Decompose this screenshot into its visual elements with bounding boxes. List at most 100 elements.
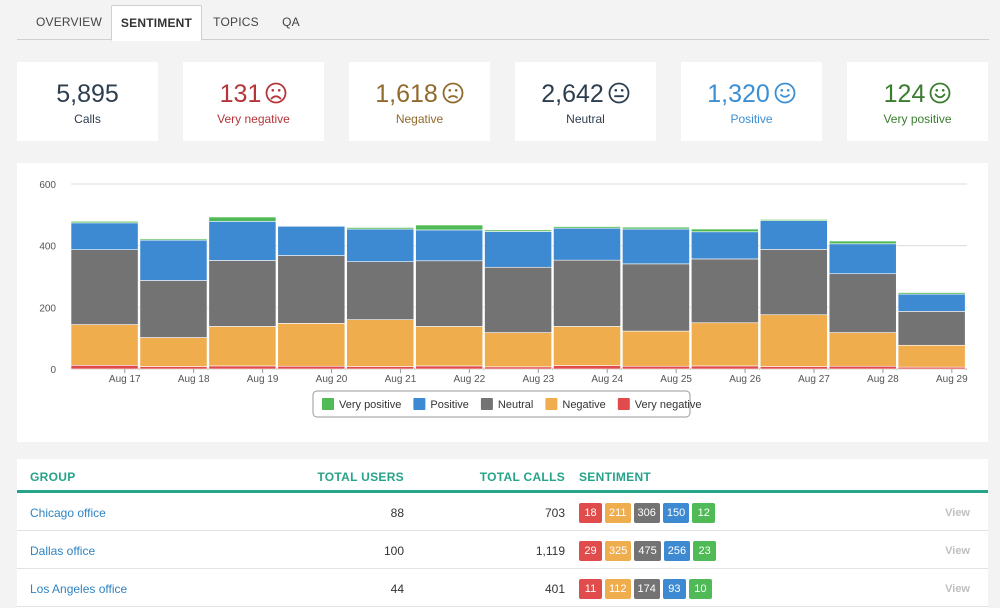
bar-segment-neutral[interactable] bbox=[70, 249, 139, 325]
bar-segment-very-positive[interactable] bbox=[897, 292, 966, 295]
bar-segment-very-negative[interactable] bbox=[691, 365, 759, 370]
bar-segment-very-negative[interactable] bbox=[553, 365, 621, 370]
bar-segment-very-positive[interactable] bbox=[759, 219, 828, 221]
x-tick-label: Aug 18 bbox=[178, 374, 210, 385]
group-link[interactable]: Chicago office bbox=[30, 506, 106, 520]
view-link[interactable]: View bbox=[945, 583, 970, 595]
bar-segment-very-negative[interactable] bbox=[415, 365, 484, 370]
bar-segment-positive[interactable] bbox=[139, 239, 208, 281]
bar-segment-neutral[interactable] bbox=[139, 280, 208, 338]
legend-swatch[interactable] bbox=[322, 398, 334, 410]
bar-segment-very-negative[interactable] bbox=[70, 365, 139, 370]
tab-topics[interactable]: TOPICS bbox=[213, 15, 259, 29]
bar-segment-very-negative[interactable] bbox=[208, 365, 277, 370]
bar-segment-positive[interactable] bbox=[622, 228, 690, 265]
legend-swatch[interactable] bbox=[413, 398, 426, 410]
bar-segment-very-positive[interactable] bbox=[70, 221, 139, 224]
bar-segment-very-negative[interactable] bbox=[759, 366, 828, 370]
bar-segment-negative[interactable] bbox=[828, 332, 897, 367]
very-sad-icon bbox=[265, 81, 287, 111]
bar-segment-very-negative[interactable] bbox=[828, 365, 897, 370]
bar-segment-very-positive[interactable] bbox=[484, 229, 552, 232]
total-calls-cell: 1,119 bbox=[535, 544, 565, 558]
bar-segment-negative[interactable] bbox=[70, 324, 139, 366]
bar-segment-very-positive[interactable] bbox=[828, 240, 897, 245]
legend-swatch[interactable] bbox=[545, 398, 558, 410]
bar-segment-neutral[interactable] bbox=[484, 266, 552, 333]
sentiment-badges: 11 112 174 93 10 bbox=[579, 579, 715, 599]
bar-segment-neutral[interactable] bbox=[759, 249, 828, 316]
legend-swatch[interactable] bbox=[480, 398, 493, 410]
bar-segment-very-positive[interactable] bbox=[208, 216, 277, 222]
bar-segment-neutral[interactable] bbox=[277, 255, 346, 324]
header-total-users[interactable]: TOTAL USERS bbox=[317, 470, 404, 484]
bar-segment-very-positive[interactable] bbox=[139, 238, 208, 241]
x-tick-label: Aug 25 bbox=[660, 374, 692, 385]
bar-segment-very-negative[interactable] bbox=[484, 366, 552, 370]
legend-item-positive[interactable]: Positive bbox=[430, 399, 469, 411]
group-link[interactable]: Los Angeles office bbox=[30, 582, 128, 596]
legend-item-negative[interactable]: Negative bbox=[562, 399, 605, 411]
tab-overview[interactable]: OVERVIEW bbox=[35, 15, 103, 29]
view-link[interactable]: View bbox=[945, 545, 970, 557]
bar-segment-positive[interactable] bbox=[897, 293, 966, 312]
bar-segment-negative[interactable] bbox=[139, 337, 208, 367]
bar-segment-negative[interactable] bbox=[208, 326, 277, 367]
legend-item-neutral[interactable]: Neutral bbox=[498, 399, 533, 411]
bar-segment-neutral[interactable] bbox=[622, 263, 690, 332]
bar-segment-positive[interactable] bbox=[277, 225, 346, 256]
bar-segment-very-positive[interactable] bbox=[346, 227, 415, 230]
bar-segment-neutral[interactable] bbox=[208, 260, 277, 327]
bar-segment-neutral[interactable] bbox=[828, 273, 897, 333]
bar-segment-negative[interactable] bbox=[691, 322, 759, 367]
bar-segment-very-negative[interactable] bbox=[622, 365, 690, 370]
bar-segment-positive[interactable] bbox=[553, 227, 621, 261]
stat-label: Positive bbox=[730, 112, 773, 126]
bar-segment-negative[interactable] bbox=[553, 326, 621, 366]
chart-legend bbox=[312, 390, 691, 418]
x-tick-label: Aug 28 bbox=[867, 374, 899, 385]
bar-segment-negative[interactable] bbox=[346, 319, 415, 367]
bar-segment-negative[interactable] bbox=[622, 330, 690, 367]
header-total-calls[interactable]: TOTAL CALLS bbox=[479, 470, 565, 484]
bar-segment-negative[interactable] bbox=[415, 326, 484, 367]
legend-swatch[interactable] bbox=[617, 398, 630, 410]
bar-segment-positive[interactable] bbox=[415, 229, 484, 262]
group-link[interactable]: Dallas office bbox=[30, 544, 96, 558]
bar-segment-neutral[interactable] bbox=[897, 311, 966, 346]
bar-segment-neutral[interactable] bbox=[691, 258, 759, 324]
tab-qa[interactable]: QA bbox=[282, 15, 300, 29]
positive-badge: 256 bbox=[663, 541, 691, 561]
bar-segment-negative[interactable] bbox=[277, 323, 346, 367]
tab-sentiment[interactable]: SENTIMENT bbox=[111, 5, 202, 41]
bar-segment-very-positive[interactable] bbox=[691, 228, 759, 233]
view-link[interactable]: View bbox=[945, 507, 970, 519]
bar-segment-very-negative[interactable] bbox=[346, 366, 415, 370]
bar-segment-positive[interactable] bbox=[70, 222, 139, 250]
legend-item-very-negative[interactable]: Very negative bbox=[635, 399, 702, 411]
bar-segment-positive[interactable] bbox=[484, 231, 552, 268]
bar-segment-positive[interactable] bbox=[759, 220, 828, 250]
bar-segment-very-positive[interactable] bbox=[415, 224, 484, 231]
very-negative-badge: 29 bbox=[579, 541, 602, 561]
bar-segment-negative[interactable] bbox=[759, 314, 828, 367]
bar-segment-neutral[interactable] bbox=[346, 261, 415, 320]
bar-segment-very-positive[interactable] bbox=[553, 226, 621, 229]
bar-segment-neutral[interactable] bbox=[553, 259, 621, 327]
bar-segment-negative[interactable] bbox=[897, 344, 966, 368]
legend-item-very-positive[interactable]: Very positive bbox=[339, 399, 401, 411]
header-group[interactable]: GROUP bbox=[30, 470, 76, 484]
bar-segment-neutral[interactable] bbox=[415, 260, 484, 327]
bar-segment-negative[interactable] bbox=[484, 332, 552, 368]
bar-segment-positive[interactable] bbox=[691, 231, 759, 260]
very-positive-badge: 10 bbox=[688, 579, 712, 599]
bar-segment-positive[interactable] bbox=[208, 221, 277, 261]
bar-segment-positive[interactable] bbox=[346, 228, 415, 263]
bar-segment-very-negative[interactable] bbox=[277, 365, 346, 370]
stat-value: 1,320 bbox=[707, 80, 770, 108]
x-tick-label: Aug 17 bbox=[109, 374, 141, 385]
bar-segment-very-positive[interactable] bbox=[622, 226, 690, 230]
bar-segment-positive[interactable] bbox=[828, 243, 897, 275]
bar-segment-very-positive[interactable] bbox=[277, 225, 346, 227]
bar-segment-very-negative[interactable] bbox=[139, 366, 208, 370]
